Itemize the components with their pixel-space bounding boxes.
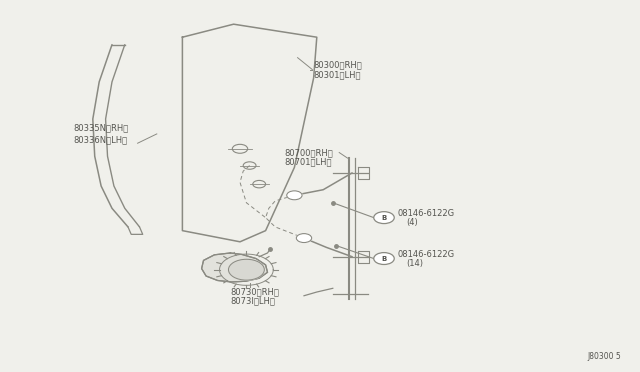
Text: 80700〈RH〉: 80700〈RH〉 [285,148,333,157]
Text: B: B [381,215,387,221]
Text: 08146-6122G: 08146-6122G [397,209,454,218]
Circle shape [287,191,302,200]
Text: 8073I〈LH〉: 8073I〈LH〉 [230,297,275,306]
Text: 80336N〈LH〉: 80336N〈LH〉 [74,135,128,144]
Text: B: B [381,256,387,262]
Text: 80300〈RH〉: 80300〈RH〉 [314,61,362,70]
Circle shape [374,253,394,264]
Text: 80701〈LH〉: 80701〈LH〉 [285,157,332,166]
Text: (14): (14) [406,259,423,268]
Circle shape [296,234,312,243]
Text: (4): (4) [406,218,417,227]
Text: 80730〈RH〉: 80730〈RH〉 [230,288,279,296]
Text: J80300 5: J80300 5 [587,352,621,361]
Circle shape [374,212,394,224]
Circle shape [228,259,264,280]
Polygon shape [202,253,268,282]
Text: 08146-6122G: 08146-6122G [397,250,454,259]
Text: 80301〈LH〉: 80301〈LH〉 [314,70,361,79]
Text: 80335N〈RH〉: 80335N〈RH〉 [74,124,129,133]
